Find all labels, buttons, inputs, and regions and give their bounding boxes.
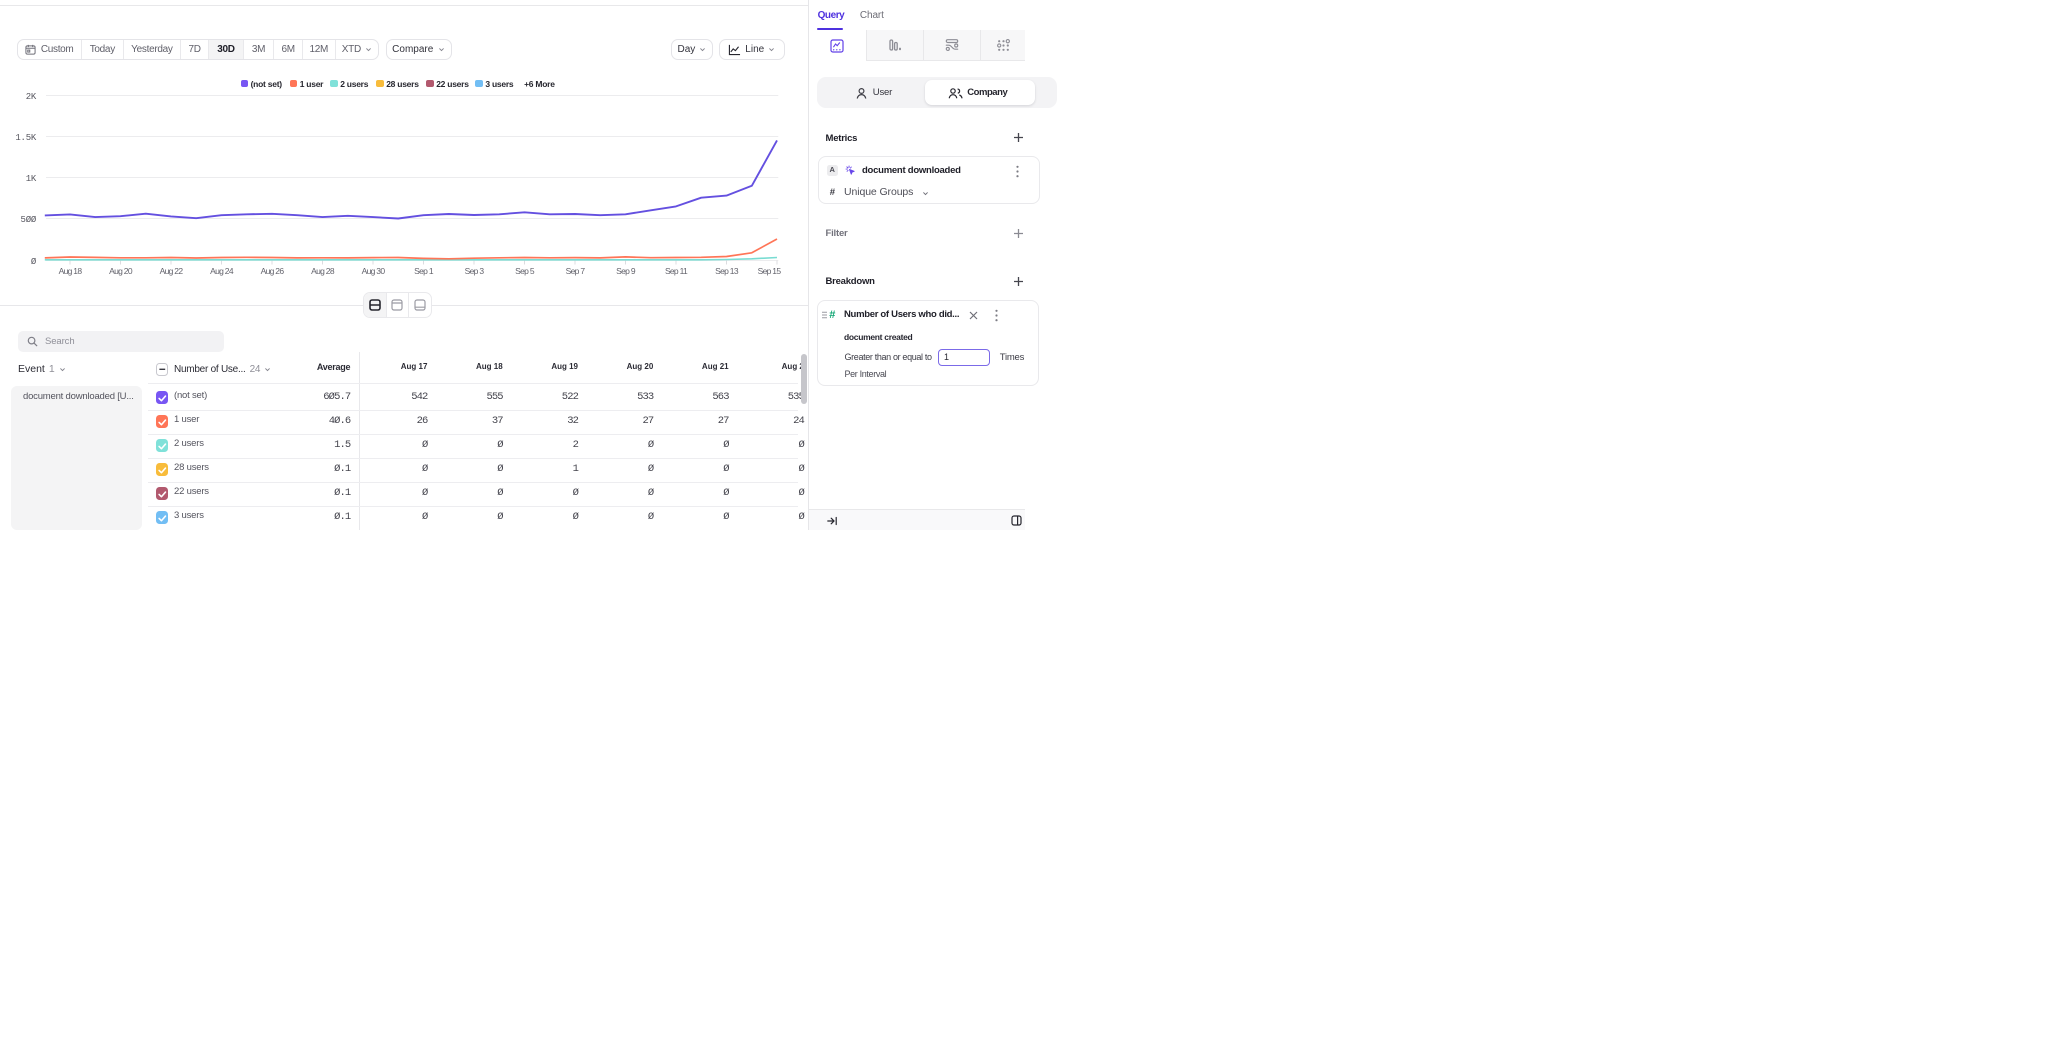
svg-text:5ØØ: 5ØØ: [21, 215, 37, 225]
svg-text:Aug 24: Aug 24: [210, 266, 234, 276]
svg-text:1.5K: 1.5K: [15, 133, 36, 143]
svg-text:Aug 18: Aug 18: [59, 266, 83, 276]
svg-text:Aug 30: Aug 30: [362, 266, 386, 276]
svg-text:Sep 5: Sep 5: [515, 266, 535, 276]
svg-text:Sep 15: Sep 15: [758, 266, 782, 276]
svg-text:Aug 20: Aug 20: [109, 266, 133, 276]
svg-text:Ø: Ø: [31, 257, 37, 267]
svg-text:Sep 1: Sep 1: [414, 266, 434, 276]
svg-text:Aug 22: Aug 22: [160, 266, 184, 276]
svg-text:1K: 1K: [26, 174, 37, 184]
svg-text:Sep 9: Sep 9: [616, 266, 636, 276]
svg-text:Aug 28: Aug 28: [311, 266, 335, 276]
svg-text:Sep 3: Sep 3: [465, 266, 485, 276]
svg-text:Sep 7: Sep 7: [566, 266, 586, 276]
svg-text:Aug 26: Aug 26: [261, 266, 285, 276]
svg-text:Sep 11: Sep 11: [665, 266, 688, 276]
svg-text:Sep 13: Sep 13: [715, 266, 739, 276]
svg-text:2K: 2K: [26, 92, 37, 102]
